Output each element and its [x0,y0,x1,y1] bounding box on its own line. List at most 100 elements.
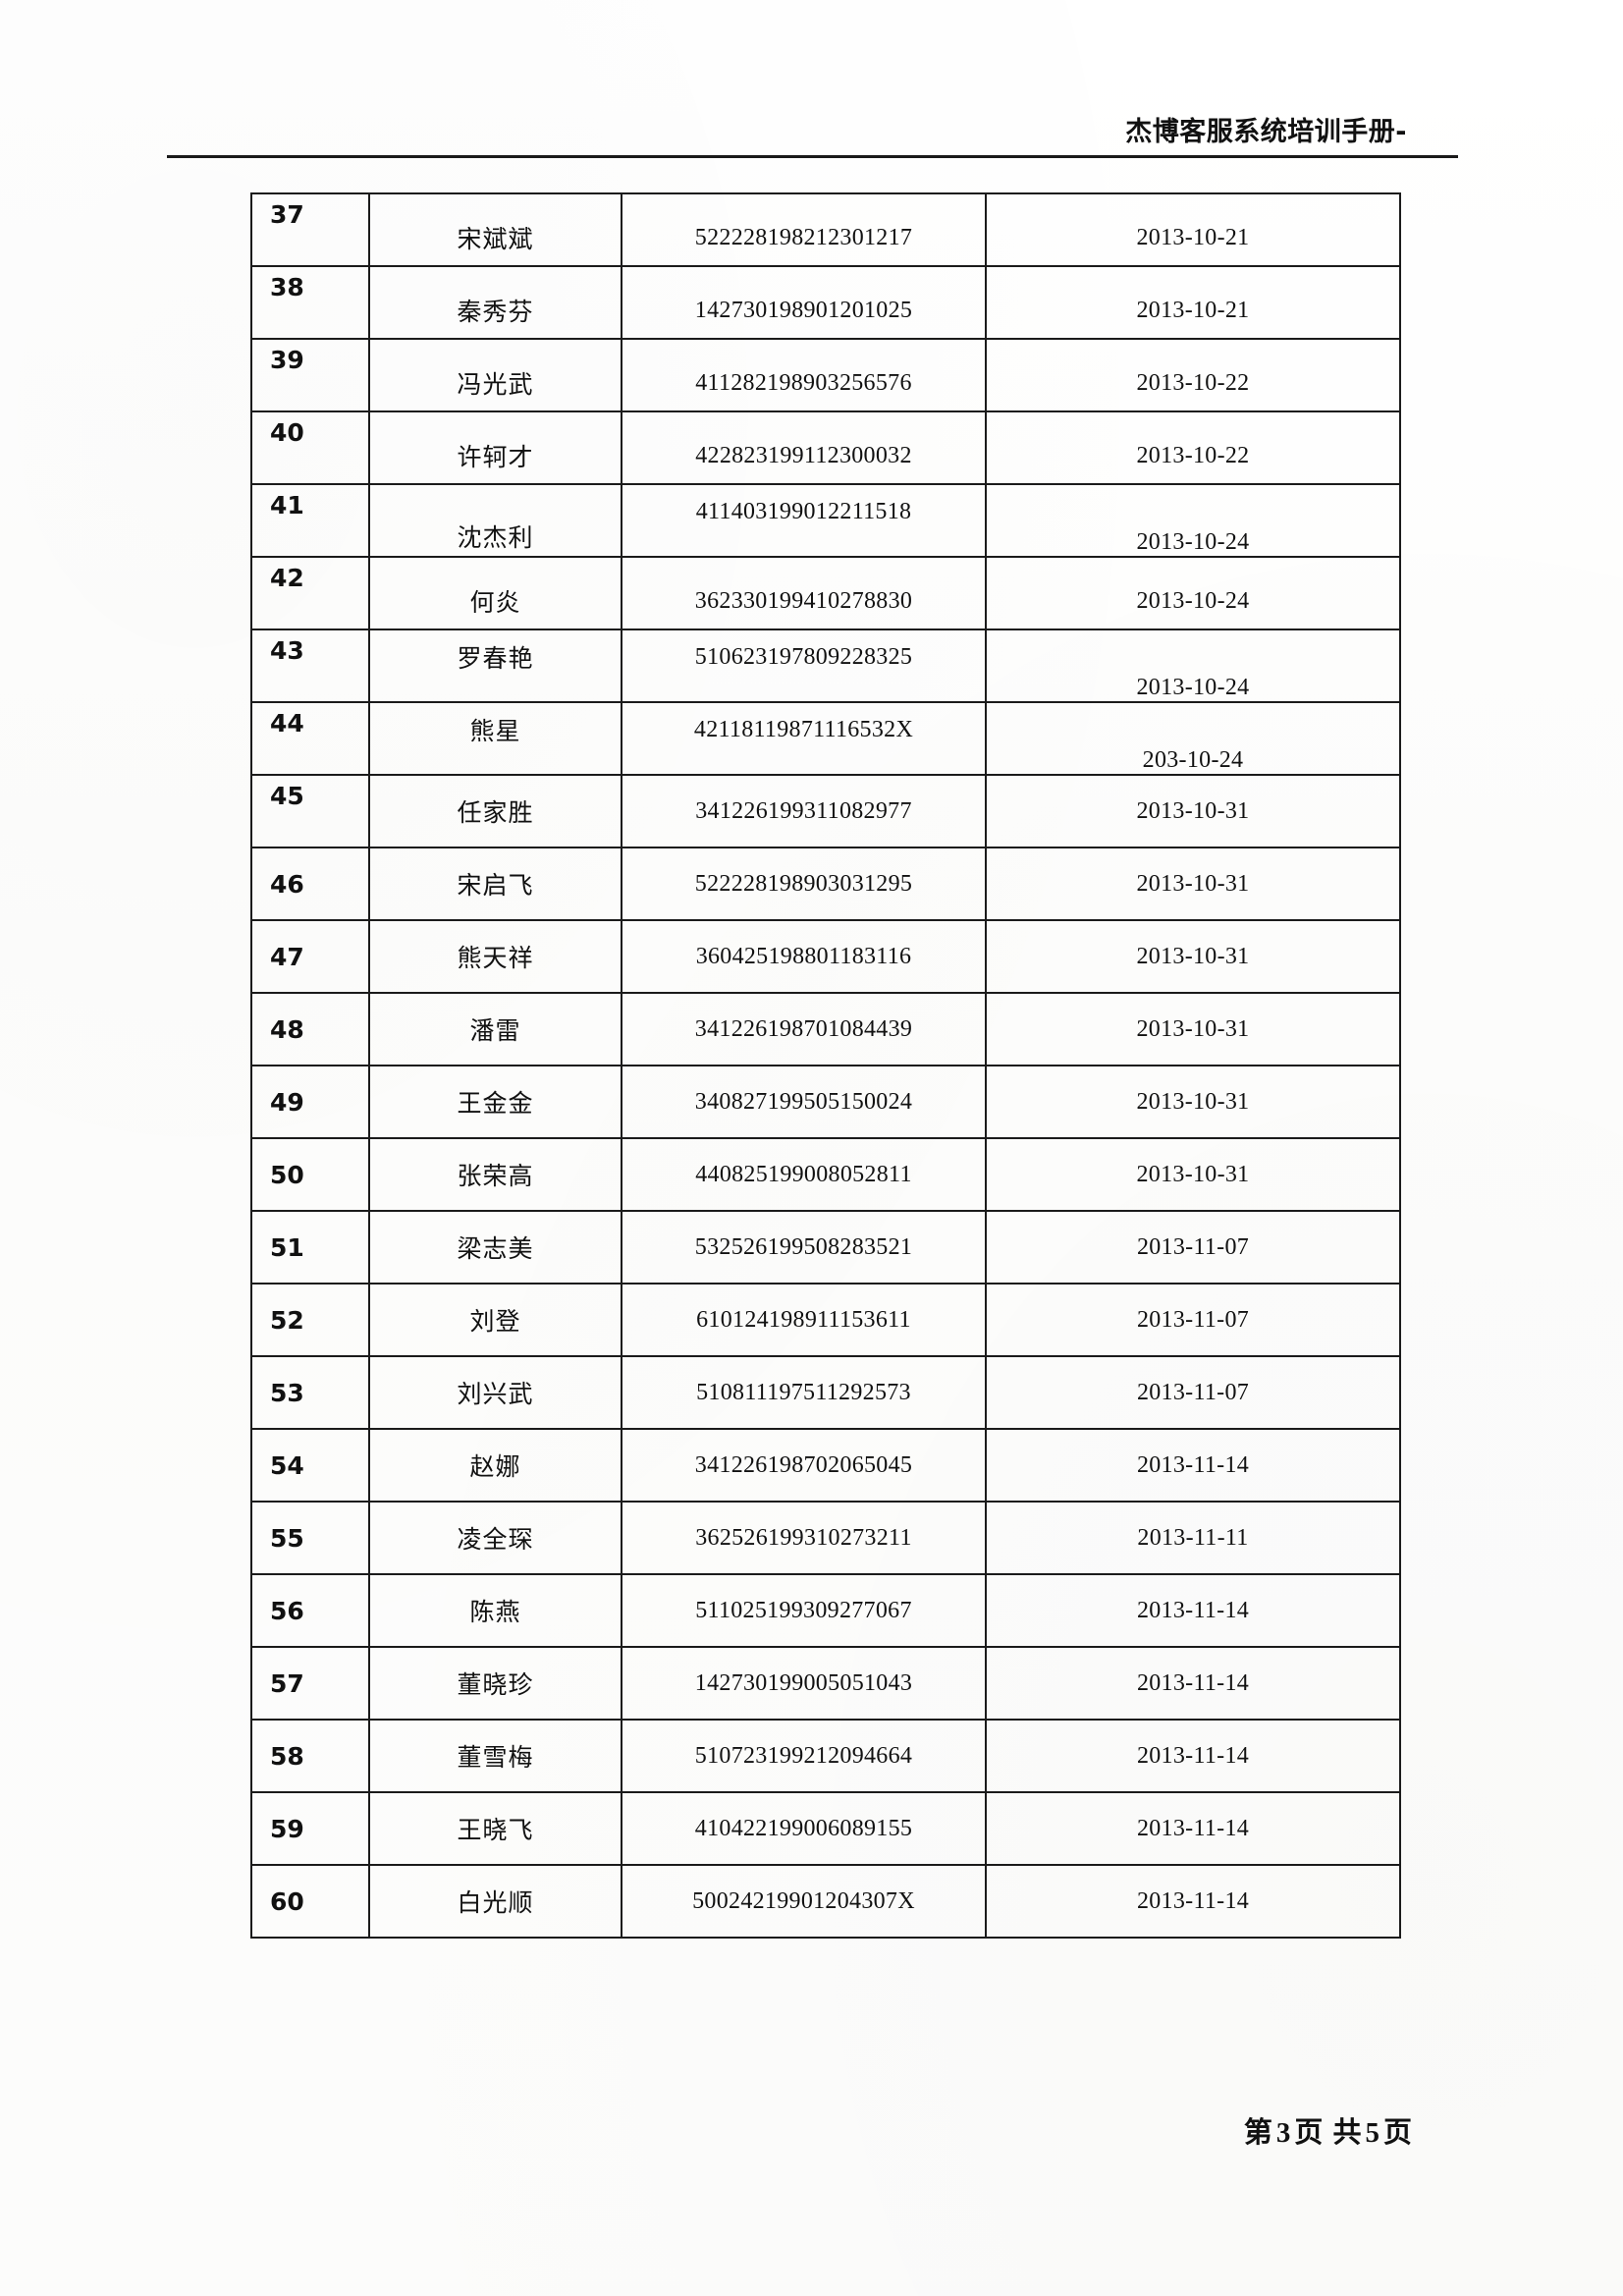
cell-date: 2013-10-24 [985,556,1401,630]
id-number-text: 362526199310273211 [695,1524,912,1551]
cell-row-index: 45 [250,774,370,848]
cell-row-index: 51 [250,1210,370,1285]
cell-row-index: 39 [250,338,370,412]
id-number-text: 341226199311082977 [695,797,912,824]
cell-name: 熊天祥 [368,919,622,994]
id-number-text: 511025199309277067 [695,1597,912,1623]
cell-row-index: 38 [250,265,370,340]
footer-prefix: 第 [1243,2115,1272,2149]
cell-date: 2013-11-14 [985,1719,1401,1793]
cell-id-number: 341226199311082977 [621,774,987,848]
header-divider-rule [167,155,1458,158]
date-text: 2013-11-07 [1136,1379,1250,1405]
cell-id-number: 510811197511292573 [621,1355,987,1430]
id-number-text: 411282198903256576 [695,369,912,396]
cell-row-index: 55 [250,1501,370,1575]
row-index-text: 49 [270,1087,304,1117]
person-name-text: 潘雷 [469,1016,521,1045]
cell-name: 刘兴武 [368,1355,622,1430]
person-name-text: 冯光武 [457,370,534,399]
table-row: 56 陈燕 511025199309277067 2013-11-14 [250,1573,1401,1648]
person-name-text: 梁志美 [457,1234,534,1263]
roster-table-body: 37 宋斌斌 522228198212301217 2013-10-21 38 秦秀芬 14… [250,192,1401,1939]
table-row: 40 许轲才 422823199112300032 2013-10-22 [250,410,1401,485]
cell-date: 2013-11-14 [985,1791,1401,1866]
table-row: 50 张荣高 440825199008052811 2013-10-31 [250,1137,1401,1212]
date-text: 2013-10-31 [1136,1161,1250,1187]
id-number-text: 341226198701084439 [694,1015,913,1042]
cell-name: 张荣高 [368,1137,622,1212]
id-number-text: 422823199112300032 [695,442,912,468]
id-number-text: 440825199008052811 [695,1161,912,1187]
cell-name: 宋启飞 [368,847,622,921]
cell-name: 沈杰利 [368,483,622,558]
cell-row-index: 54 [250,1428,370,1503]
cell-row-index: 40 [250,410,370,485]
date-text: 2013-11-14 [1136,1887,1250,1914]
cell-name: 刘登 [368,1283,622,1357]
cell-date: 2013-11-07 [985,1210,1401,1285]
id-number-text: 510723199212094664 [694,1742,913,1769]
cell-id-number: 522228198903031295 [621,847,987,921]
cell-id-number: 362330199410278830 [621,556,987,630]
cell-row-index: 52 [250,1283,370,1357]
person-name-text: 王晓飞 [457,1816,534,1844]
cell-id-number: 42118119871116532X [621,701,987,776]
person-name-text: 罗春艳 [457,644,534,673]
table-row: 49 王金金 340827199505150024 2013-10-31 [250,1065,1401,1139]
row-index-text: 53 [270,1378,304,1407]
date-text: 2013-11-14 [1136,1451,1250,1478]
table-row: 55 凌全琛 362526199310273211 2013-11-11 [250,1501,1401,1575]
person-name-text: 任家胜 [457,798,534,827]
cell-row-index: 46 [250,847,370,921]
table-row: 59 王晓飞 410422199006089155 2013-11-14 [250,1791,1401,1866]
id-number-text: 411403199012211518 [695,498,912,524]
cell-date: 2013-11-07 [985,1355,1401,1430]
cell-name: 任家胜 [368,774,622,848]
id-number-text: 340827199505150024 [694,1088,913,1115]
row-index-text: 43 [270,635,304,665]
cell-row-index: 57 [250,1646,370,1721]
row-index-text: 55 [270,1523,304,1553]
cell-name: 冯光武 [368,338,622,412]
table-row: 38 秦秀芬 142730198901201025 2013-10-21 [250,265,1401,340]
page-header-title: 杰博客服系统培训手册- [1125,117,1407,147]
date-text: 2013-10-22 [1136,369,1250,396]
date-text: 2013-10-22 [1136,442,1250,468]
id-number-text: 50024219901204307X [692,1887,915,1914]
person-name-text: 白光顺 [457,1888,534,1917]
table-row: 51 梁志美 532526199508283521 2013-11-07 [250,1210,1401,1285]
cell-date: 2013-10-31 [985,1065,1401,1139]
cell-date: 2013-10-31 [985,774,1401,848]
date-text: 2013-11-14 [1136,1742,1250,1769]
cell-date: 2013-10-31 [985,1137,1401,1212]
person-name-text: 熊星 [469,717,521,745]
cell-id-number: 610124198911153611 [621,1283,987,1357]
id-number-text: 410422199006089155 [694,1815,913,1841]
row-index-text: 41 [270,490,304,519]
date-text: 2013-11-11 [1137,1524,1249,1551]
footer-middle: 页 共 [1294,2115,1362,2149]
row-index-text: 44 [270,708,304,738]
footer-suffix: 页 [1382,2115,1412,2149]
cell-row-index: 58 [250,1719,370,1793]
id-number-text: 522228198212301217 [694,224,913,250]
cell-id-number: 341226198702065045 [621,1428,987,1503]
person-name-text: 王金金 [457,1089,534,1118]
table-row: 39 冯光武 411282198903256576 2013-10-22 [250,338,1401,412]
date-text: 2013-11-14 [1136,1669,1250,1696]
cell-date: 2013-10-22 [985,410,1401,485]
table-row: 46 宋启飞 522228198903031295 2013-10-31 [250,847,1401,921]
table-row: 54 赵娜 341226198702065045 2013-11-14 [250,1428,1401,1503]
id-number-text: 510623197809228325 [694,643,913,670]
cell-date: 2013-11-14 [985,1573,1401,1648]
cell-name: 何炎 [368,556,622,630]
date-text: 2013-11-07 [1136,1306,1250,1333]
date-text: 2013-10-21 [1136,297,1250,323]
row-index-text: 42 [270,563,304,592]
cell-date: 2013-11-14 [985,1646,1401,1721]
cell-date: 2013-10-21 [985,265,1401,340]
row-index-text: 38 [270,272,304,301]
cell-row-index: 44 [250,701,370,776]
